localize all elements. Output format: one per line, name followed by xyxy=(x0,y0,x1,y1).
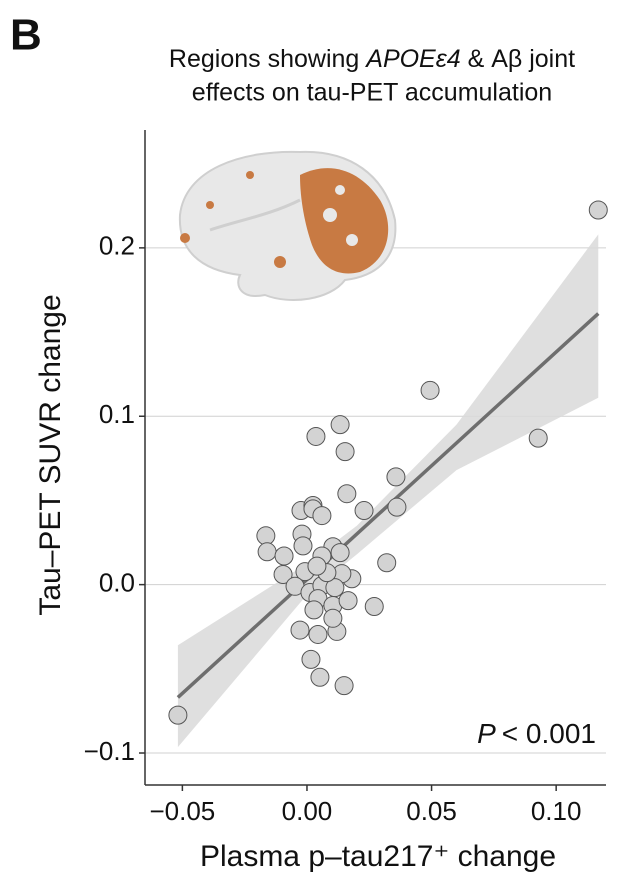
title-part: & Aβ joint xyxy=(461,45,575,73)
title-part: Regions showing xyxy=(169,45,366,73)
panel-label: B xyxy=(10,11,42,60)
point xyxy=(290,620,310,640)
y-tick-label: 0.0 xyxy=(99,568,135,598)
x-tick-label: 0.10 xyxy=(531,796,582,826)
point xyxy=(354,501,374,521)
point xyxy=(335,442,355,462)
confidence-band xyxy=(177,234,599,748)
brain-illustration xyxy=(178,150,397,301)
chart-title: Regions showing APOEε4 & Aβ joint xyxy=(169,45,575,73)
y-tick-label: 0.2 xyxy=(99,231,135,261)
point xyxy=(293,536,313,556)
point xyxy=(306,426,326,446)
point xyxy=(308,624,328,644)
point xyxy=(168,705,188,725)
point xyxy=(387,497,407,517)
x-tick-label: −0.05 xyxy=(149,796,215,826)
point xyxy=(338,591,358,611)
point xyxy=(304,600,324,620)
y-tick-label: 0.1 xyxy=(99,399,135,429)
point xyxy=(420,380,440,400)
chart-title: effects on tau-PET accumulation xyxy=(192,79,552,107)
y-axis-label: Tau–PET SUVR change xyxy=(34,294,67,615)
x-tick-label: 0.05 xyxy=(406,796,457,826)
point xyxy=(307,556,327,576)
point xyxy=(330,543,350,563)
point xyxy=(310,667,330,687)
title-italic: APOEε4 xyxy=(364,45,460,73)
point xyxy=(337,484,357,504)
annotation: P < 0.001 xyxy=(477,718,596,749)
x-axis-label: Plasma p–tau217⁺ change xyxy=(200,840,556,873)
x-tick-label: 0.00 xyxy=(282,796,333,826)
point xyxy=(330,415,350,435)
point xyxy=(334,676,354,696)
y-tick-label: −0.1 xyxy=(84,736,135,766)
point xyxy=(301,649,321,669)
point xyxy=(257,542,277,562)
annotation-italic: P xyxy=(477,718,496,749)
point xyxy=(312,506,332,526)
point xyxy=(274,546,294,566)
point xyxy=(588,200,608,220)
point xyxy=(364,597,384,617)
point xyxy=(377,553,397,573)
point xyxy=(386,467,406,487)
point xyxy=(528,428,548,448)
point xyxy=(256,526,276,546)
plot-area: −0.1 0.0 0.1 0.2 −0.05 0.00 0.05 0.10 xyxy=(84,130,608,826)
point xyxy=(273,565,293,585)
annotation-text: < 0.001 xyxy=(502,718,596,749)
point xyxy=(323,608,343,628)
